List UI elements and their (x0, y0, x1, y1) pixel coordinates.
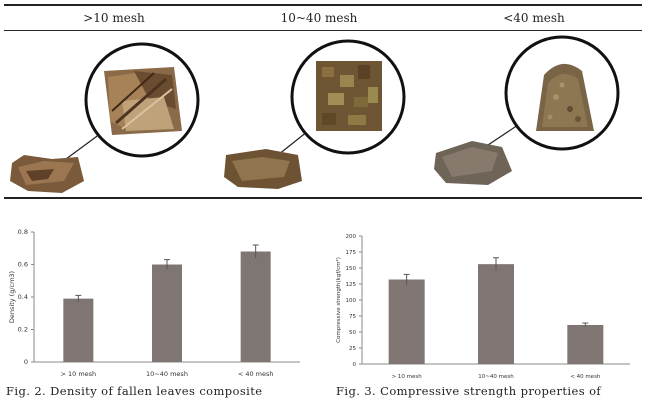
bar (478, 264, 514, 364)
y-tick-label: 0 (353, 362, 357, 368)
y-tick-label: 75 (349, 314, 356, 320)
y-axis-label: Density (g/cm3) (8, 271, 16, 323)
header-gt10-mesh: >10 mesh (83, 11, 145, 25)
sample-photo-gt10 (10, 42, 200, 193)
figure-2-caption: Fig. 2. Density of fallen leaves composi… (6, 384, 263, 398)
compressive-chart-svg: 0 25 50 75 100 125 150 175 200 Compressive streng… (335, 234, 630, 380)
bar (152, 264, 182, 362)
y-tick-label: 175 (346, 250, 357, 256)
y-tick-label: 0.2 (18, 326, 28, 334)
y-tick-label: 150 (346, 266, 357, 272)
bar (63, 298, 94, 362)
x-tick-label: > 10 mesh (392, 374, 423, 380)
sample-table: >10 mesh 10~40 mesh <40 mesh (4, 4, 642, 199)
y-tick-label: 0 (24, 358, 28, 366)
compressive-strength-chart: 0 25 50 75 100 125 150 175 200 Compressive streng… (332, 230, 638, 384)
x-tick-label: < 40 mesh (570, 374, 601, 380)
bar (240, 251, 271, 362)
density-chart-svg: 0 0.2 0.4 0.6 0.8 Density (g/cm3) > 10 mesh 10~… (8, 228, 300, 378)
header-lt40-mesh: <40 mesh (503, 11, 565, 25)
y-tick-label: 50 (349, 330, 356, 336)
y-tick-label: 0.8 (18, 228, 28, 236)
x-tick-label: 10~40 mesh (146, 370, 188, 378)
bar (567, 324, 604, 364)
density-chart: 0 0.2 0.4 0.6 0.8 Density (g/cm3) > 10 mesh 10~… (6, 226, 306, 384)
y-tick-label: 25 (349, 346, 356, 352)
table-top-rule (4, 4, 642, 6)
x-tick-label: 10~40 mesh (478, 374, 514, 380)
y-axis-label: Compressive strength(kgf/cm²) (335, 257, 342, 343)
table-bottom-rule (4, 197, 642, 199)
sample-photo-10-40 (224, 39, 406, 189)
y-tick-label: 100 (346, 298, 357, 304)
x-tick-label: < 40 mesh (238, 370, 274, 378)
header-10-40-mesh: 10~40 mesh (280, 11, 358, 25)
figure-3-caption: Fig. 3. Compressive strength properties … (336, 384, 602, 398)
table-header-rule (4, 30, 642, 31)
y-tick-label: 125 (346, 282, 357, 288)
y-tick-label: 0.4 (18, 293, 28, 301)
sample-photo-lt40 (434, 35, 620, 185)
y-tick-label: 200 (346, 234, 357, 240)
y-tick-label: 0.6 (18, 261, 28, 269)
x-tick-label: > 10 mesh (60, 370, 96, 378)
bar (388, 279, 425, 364)
